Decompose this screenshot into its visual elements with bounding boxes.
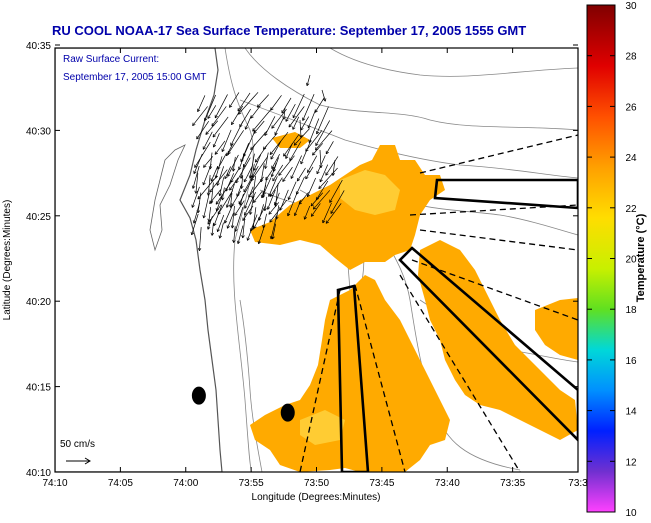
chart-title: RU COOL NOAA-17 Sea Surface Temperature:… bbox=[52, 23, 526, 38]
x-tick-label: 73:3 bbox=[568, 478, 588, 489]
subtitle-line-2: September 17, 2005 15:00 GMT bbox=[63, 72, 206, 83]
x-tick-label: 73:50 bbox=[304, 478, 329, 489]
colorbar-label: Temperature (°C) bbox=[635, 213, 647, 302]
x-tick-label: 73:45 bbox=[369, 478, 394, 489]
colorbar-tick-label: 14 bbox=[625, 407, 637, 418]
subtitle-line-1: Raw Surface Current: bbox=[63, 54, 159, 65]
colorbar-tick-label: 18 bbox=[625, 305, 637, 316]
coastline bbox=[55, 48, 222, 472]
colorbar-tick-label: 30 bbox=[625, 1, 637, 12]
station-marker bbox=[192, 387, 206, 405]
colorbar-tick-label: 28 bbox=[625, 52, 637, 63]
colorbar-tick-label: 16 bbox=[625, 356, 637, 367]
y-tick-label: 40:20 bbox=[26, 297, 51, 308]
x-tick-label: 73:35 bbox=[500, 478, 525, 489]
y-tick-label: 40:35 bbox=[26, 41, 51, 52]
y-tick-label: 40:10 bbox=[26, 468, 51, 479]
y-tick-label: 40:25 bbox=[26, 212, 51, 223]
x-tick-label: 74:10 bbox=[42, 478, 67, 489]
y-tick-label: 40:30 bbox=[26, 126, 51, 137]
x-tick-label: 74:05 bbox=[108, 478, 133, 489]
colorbar-tick-label: 10 bbox=[625, 508, 637, 518]
colorbar-tick-label: 22 bbox=[625, 204, 637, 215]
station-marker bbox=[281, 404, 295, 422]
colorbar-tick-label: 12 bbox=[625, 457, 637, 468]
y-axis-label: Latitude (Degrees:Minutes) bbox=[2, 200, 13, 321]
colorbar-tick-label: 26 bbox=[625, 102, 637, 113]
x-tick-label: 73:55 bbox=[239, 478, 264, 489]
colorbar-tick-label: 24 bbox=[625, 153, 637, 164]
scale-label: 50 cm/s bbox=[60, 439, 95, 450]
x-axis-label: Longitude (Degrees:Minutes) bbox=[252, 492, 381, 503]
x-tick-label: 73:40 bbox=[435, 478, 460, 489]
y-tick-label: 40:15 bbox=[26, 383, 51, 394]
x-tick-label: 74:00 bbox=[173, 478, 198, 489]
